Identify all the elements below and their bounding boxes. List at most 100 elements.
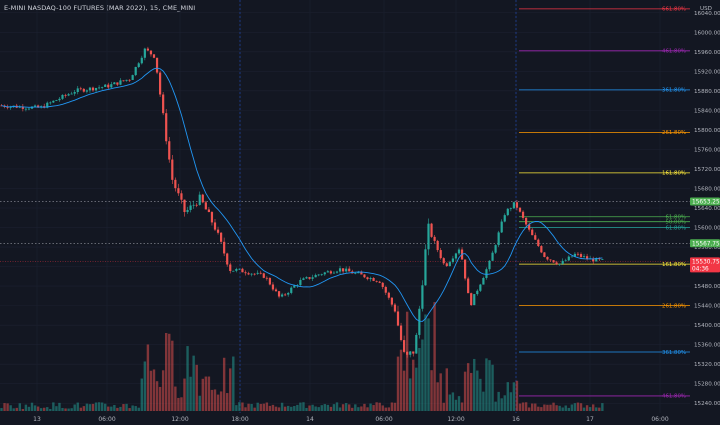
candle-body[interactable] — [91, 87, 95, 91]
candle-body[interactable] — [293, 285, 296, 288]
candle-body[interactable] — [24, 108, 27, 110]
candle-body[interactable] — [335, 271, 339, 273]
candle-body[interactable] — [375, 280, 378, 282]
candle-body[interactable] — [390, 297, 393, 305]
candle-body[interactable] — [525, 217, 528, 225]
candles[interactable] — [0, 46, 604, 358]
candle-body[interactable] — [326, 271, 329, 273]
candle-body[interactable] — [454, 253, 458, 259]
candle-body[interactable] — [497, 232, 500, 246]
candle-body[interactable] — [82, 88, 85, 92]
time-axis[interactable]: 13 06:00 12:00 18:00 14 06:00 12:00 16 17 06:00 — [33, 416, 669, 423]
candle-body[interactable] — [424, 249, 427, 286]
candle-body[interactable] — [579, 254, 583, 257]
candle-body[interactable] — [305, 277, 308, 279]
candle-body[interactable] — [412, 351, 415, 354]
candle-body[interactable] — [143, 48, 146, 58]
candle-body[interactable] — [162, 94, 165, 114]
candle-body[interactable] — [345, 268, 348, 272]
candle-body[interactable] — [586, 256, 589, 259]
candle-body[interactable] — [531, 229, 534, 236]
candle-body[interactable] — [570, 256, 573, 258]
candle-body[interactable] — [555, 262, 558, 265]
candle-body[interactable] — [427, 223, 430, 250]
candle-body[interactable] — [448, 262, 451, 267]
candle-body[interactable] — [284, 294, 287, 296]
candle-body[interactable] — [342, 268, 345, 272]
candle-body[interactable] — [491, 252, 494, 261]
candle-body[interactable] — [329, 271, 332, 274]
candle-body[interactable] — [52, 100, 55, 103]
candle-body[interactable] — [430, 223, 433, 237]
candle-body[interactable] — [223, 241, 226, 254]
candle-body[interactable] — [381, 282, 384, 287]
candle-body[interactable] — [152, 54, 156, 58]
candle-body[interactable] — [366, 277, 369, 280]
candle-body[interactable] — [372, 277, 375, 281]
candle-body[interactable] — [467, 278, 470, 294]
fibonacci-levels[interactable]: 661.80% 461.80% 361.80% 261.80% 161.80% 61.80… — [519, 7, 690, 400]
candle-body[interactable] — [155, 57, 159, 73]
candle-body[interactable] — [332, 272, 336, 274]
candle-body[interactable] — [387, 292, 390, 298]
candle-body[interactable] — [363, 274, 366, 278]
candle-body[interactable] — [433, 236, 436, 241]
candle-body[interactable] — [149, 50, 153, 55]
candle-body[interactable] — [235, 268, 238, 271]
candle-body[interactable] — [274, 289, 278, 292]
candle-body[interactable] — [186, 209, 189, 213]
candle-body[interactable] — [500, 221, 503, 233]
candle-body[interactable] — [265, 277, 268, 279]
candle-body[interactable] — [70, 93, 73, 95]
candle-body[interactable] — [85, 90, 88, 92]
candle-body[interactable] — [314, 274, 317, 278]
candle-body[interactable] — [567, 256, 570, 261]
candle-body[interactable] — [88, 87, 92, 91]
candle-body[interactable] — [537, 239, 540, 247]
candle-body[interactable] — [406, 351, 409, 355]
candle-body[interactable] — [140, 57, 143, 64]
candle-body[interactable] — [277, 291, 281, 297]
candle-body[interactable] — [595, 257, 598, 262]
candle-body[interactable] — [180, 193, 183, 200]
candle-body[interactable] — [49, 102, 52, 104]
candle-body[interactable] — [552, 260, 555, 263]
candle-body[interactable] — [290, 287, 293, 293]
candle-body[interactable] — [189, 205, 192, 210]
candle-body[interactable] — [213, 222, 217, 230]
candle-body[interactable] — [518, 207, 522, 212]
candle-body[interactable] — [55, 100, 58, 101]
candle-body[interactable] — [582, 256, 586, 258]
candle-body[interactable] — [470, 293, 473, 306]
candle-body[interactable] — [177, 188, 180, 194]
candle-body[interactable] — [476, 290, 479, 295]
candle-body[interactable] — [357, 272, 360, 274]
candle-body[interactable] — [192, 204, 195, 206]
candle-body[interactable] — [399, 325, 403, 341]
candle-body[interactable] — [146, 48, 149, 51]
candle-body[interactable] — [119, 80, 122, 85]
price-axis[interactable]: 16040.00 16000.00 15960.00 15920.00 15880.00… — [694, 6, 720, 407]
candle-body[interactable] — [515, 202, 519, 208]
candle-body[interactable] — [317, 274, 320, 276]
horizontal-levels[interactable] — [0, 201, 690, 262]
candle-body[interactable] — [485, 269, 488, 278]
candle-body[interactable] — [131, 75, 134, 80]
candle-body[interactable] — [488, 260, 491, 270]
candle-body[interactable] — [250, 273, 253, 275]
candle-body[interactable] — [540, 246, 543, 253]
candle-body[interactable] — [494, 245, 497, 253]
candle-body[interactable] — [58, 98, 61, 101]
candle-body[interactable] — [220, 232, 223, 242]
candle-body[interactable] — [27, 108, 31, 110]
candle-body[interactable] — [101, 86, 104, 88]
candle-body[interactable] — [393, 304, 397, 312]
candle-body[interactable] — [451, 258, 454, 263]
candle-body[interactable] — [509, 208, 512, 210]
candle-body[interactable] — [201, 194, 204, 203]
candle-body[interactable] — [528, 224, 531, 230]
candle-body[interactable] — [165, 113, 168, 142]
candle-body[interactable] — [421, 285, 424, 309]
candle-body[interactable] — [33, 105, 37, 107]
